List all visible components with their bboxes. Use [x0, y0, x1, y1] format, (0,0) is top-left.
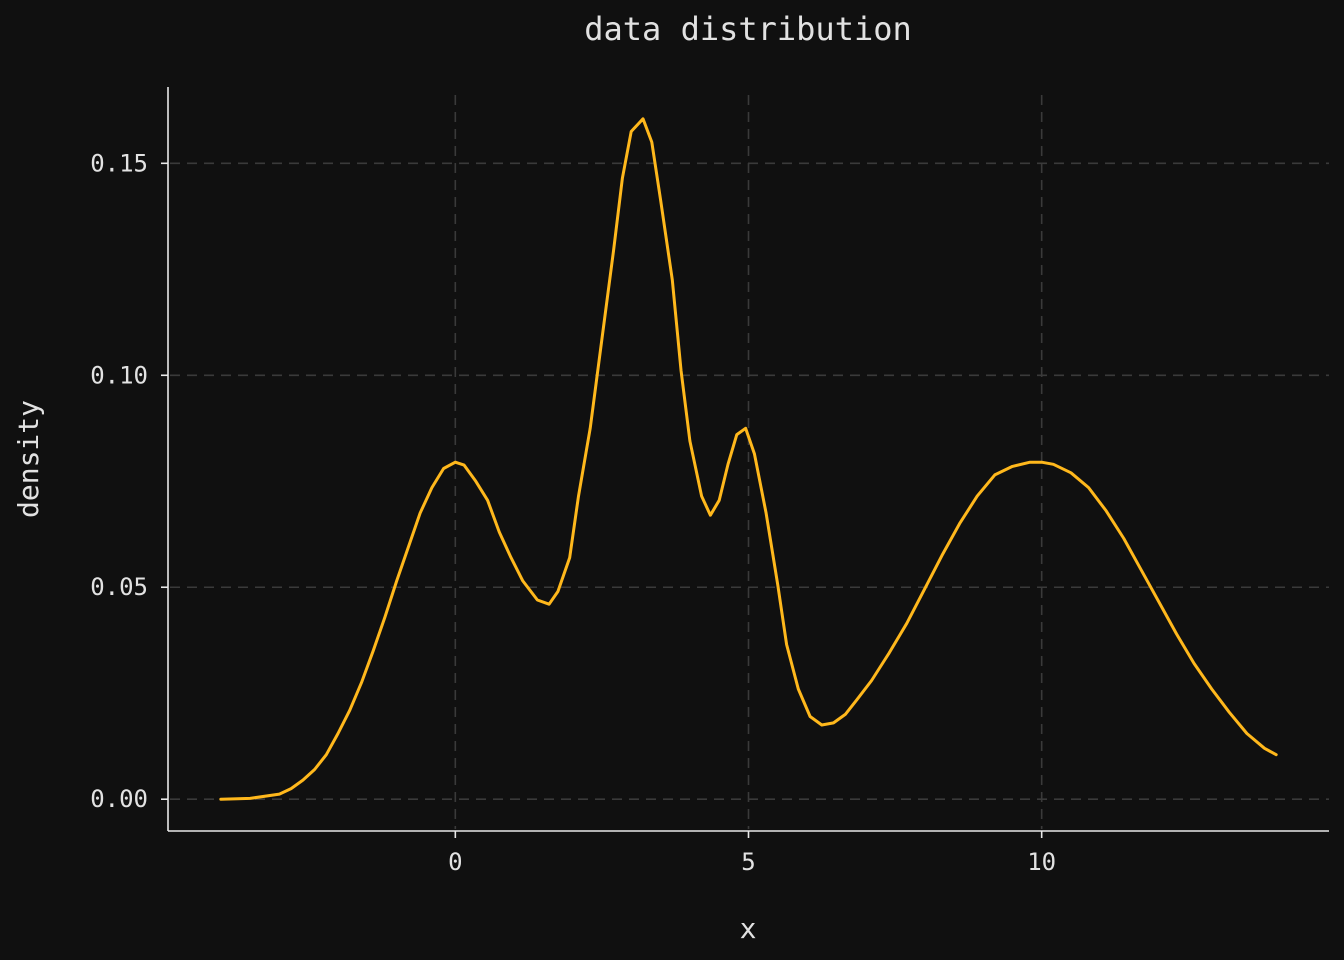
x-tick-label-0: 0 [448, 848, 462, 876]
x-axis-label: x [740, 912, 757, 945]
y-tick-label-3: 0.15 [90, 149, 148, 177]
grid-lines [170, 95, 1329, 829]
density-series-line [219, 117, 1278, 801]
x-tick-label-1: 5 [741, 848, 755, 876]
chart-title: data distribution [584, 10, 912, 48]
y-tick-label-2: 0.10 [90, 361, 148, 389]
x-tick-label-2: 10 [1027, 848, 1056, 876]
y-axis-label: density [12, 400, 45, 518]
y-tick-label-1: 0.05 [90, 573, 148, 601]
y-tick-label-0: 0.00 [90, 785, 148, 813]
axis-ticks: 0 5 10 0.00 0.05 0.10 0.15 [90, 149, 1056, 876]
